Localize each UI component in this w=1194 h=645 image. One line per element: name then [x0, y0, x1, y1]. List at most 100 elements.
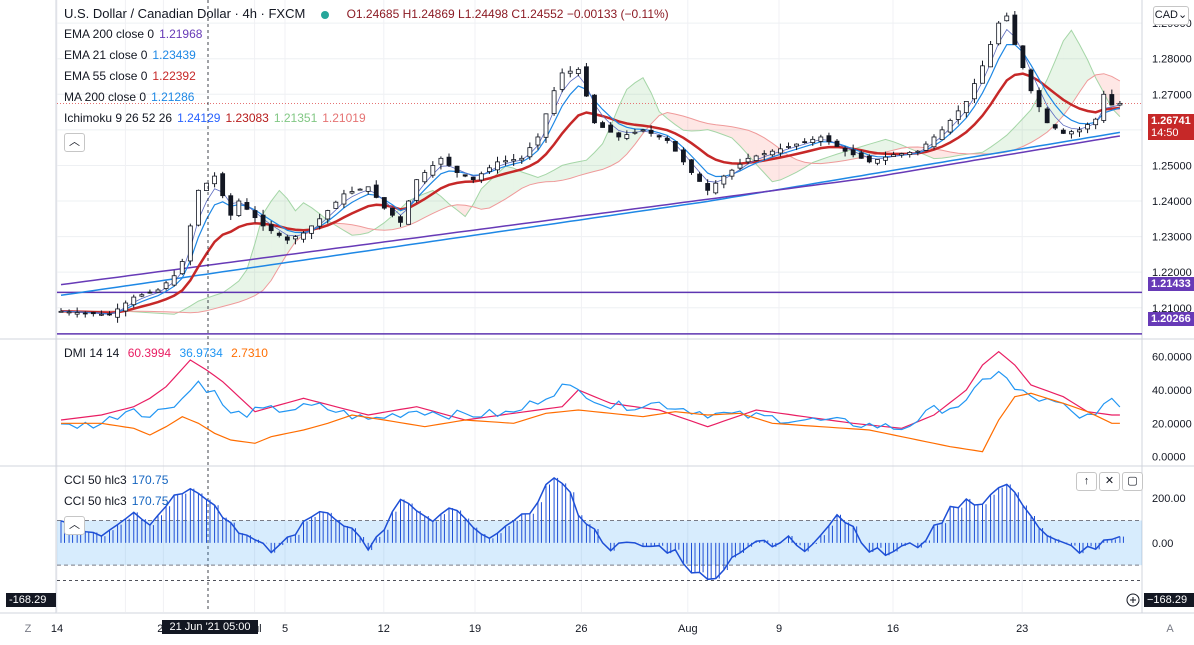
ichimoku-cloud	[125, 30, 1120, 315]
candle-body	[697, 173, 702, 182]
time-tick-label: 5	[282, 623, 288, 635]
candle-body	[276, 232, 282, 236]
ema-200-line	[60, 135, 1121, 286]
cci-crosshair-label: -168.29	[6, 593, 56, 607]
candle-body	[268, 224, 274, 232]
candle-body	[1044, 108, 1050, 124]
candle-body	[511, 159, 517, 162]
indicator-row: EMA 55 close 0 1.22392	[64, 66, 366, 87]
candle-body	[228, 195, 234, 216]
candle-body	[721, 175, 727, 185]
candle-body	[1012, 14, 1018, 45]
candle-body	[438, 157, 444, 165]
ohlc-values: O1.24685 H1.24869 L1.24498 C1.24552 −0.0…	[347, 7, 669, 21]
candle-body	[769, 150, 775, 156]
cloud-segment	[206, 295, 215, 311]
close-value: C1.24552	[511, 7, 564, 21]
cloud-segment	[740, 128, 749, 155]
candle-body	[883, 156, 888, 161]
cloud-segment	[198, 298, 207, 313]
cloud-segment	[238, 269, 247, 303]
cloud-segment	[1071, 30, 1080, 105]
candle-body	[373, 184, 379, 198]
cci-crosshair-value: -168.29	[9, 594, 47, 606]
indicator-value: 1.22392	[152, 69, 196, 83]
dmi-plus-value: 60.3994	[127, 346, 172, 360]
candle-body	[381, 197, 387, 209]
cloud-segment	[990, 141, 999, 154]
candle-body	[850, 149, 856, 156]
candle-body	[955, 110, 961, 120]
candle-body	[858, 152, 864, 159]
candle-body	[406, 200, 411, 225]
cloud-segment	[691, 118, 700, 131]
candle-body	[575, 68, 581, 74]
ichimoku-span-a	[61, 29, 1121, 315]
cloud-segment	[675, 114, 684, 131]
indicator-value: 1.23083	[225, 111, 269, 125]
candle-body	[115, 308, 120, 318]
cloud-segment	[602, 126, 611, 170]
price-tick-label: 1.21000	[1152, 303, 1192, 315]
time-tick-label: 26	[575, 623, 587, 635]
indicator-row: Ichimoku 9 26 52 26 1.24129 1.23083 1.21351…	[64, 108, 366, 129]
countdown-label: 14:50	[1148, 126, 1194, 140]
symbol-title: U.S. Dollar / Canadian Dollar · 4h · FXC…	[64, 6, 306, 21]
cloud-segment	[1055, 41, 1064, 125]
cloud-segment	[820, 156, 829, 164]
candle-body	[915, 150, 921, 153]
candle-body	[446, 156, 452, 166]
candle-body	[66, 311, 72, 314]
candles	[58, 11, 1123, 323]
candle-body	[252, 210, 258, 219]
candle-body	[422, 172, 428, 183]
cloud-segment	[513, 168, 522, 194]
candle-body	[786, 146, 791, 148]
candle-body	[907, 151, 913, 156]
dmi-minus-line	[60, 370, 1121, 431]
collapse-legend-button[interactable]: ︿	[64, 133, 85, 152]
cloud-segment	[1063, 30, 1072, 116]
hline-label-1: 1.21433	[1148, 277, 1194, 291]
candle-body	[301, 232, 306, 240]
cloud-segment	[190, 301, 199, 313]
cloud-segment	[942, 150, 951, 159]
cloud-segment	[497, 166, 506, 204]
candle-body	[1101, 93, 1107, 121]
move-pane-up-button[interactable]: ↑	[1076, 472, 1097, 491]
candle-body	[866, 155, 872, 163]
close-pane-button[interactable]: ✕	[1099, 472, 1120, 491]
add-plus-icon-cross	[1130, 597, 1136, 603]
cci-line	[60, 476, 1121, 581]
candle-body	[810, 138, 816, 144]
candle-body	[171, 275, 177, 286]
candle-body	[1004, 15, 1010, 22]
candle-body	[139, 294, 145, 297]
ma-200-line	[60, 131, 1121, 297]
cloud-segment	[934, 148, 943, 159]
cci-crosshair-value-right: −168.29	[1147, 594, 1188, 606]
maximize-pane-button[interactable]: ▢	[1122, 472, 1143, 491]
candle-body	[891, 154, 896, 157]
dmi-tick-label: 20.0000	[1152, 418, 1192, 430]
cloud-segment	[352, 224, 361, 236]
candle-body	[495, 161, 500, 171]
candle-body	[672, 141, 678, 152]
zoom-icon: Z	[25, 623, 32, 635]
indicator-value: 1.23439	[152, 48, 196, 62]
chevron-down-icon: ⌄	[1178, 9, 1188, 21]
cloud-segment	[570, 161, 579, 179]
candle-body	[503, 160, 508, 163]
candle-body	[1052, 124, 1058, 129]
candle-body	[131, 296, 137, 306]
cloud-segment	[457, 204, 466, 217]
candle-body	[90, 311, 96, 315]
candle-body	[1117, 102, 1123, 106]
currency-selector[interactable]: CAD⌄	[1153, 6, 1189, 25]
change-value: −0.00133 (−0.11%)	[566, 7, 669, 21]
candle-body	[713, 182, 719, 194]
collapse-cci-legend-button[interactable]: ︿	[64, 516, 85, 535]
cloud-segment	[343, 223, 352, 236]
last-price-label: 1.26741	[1148, 114, 1194, 128]
